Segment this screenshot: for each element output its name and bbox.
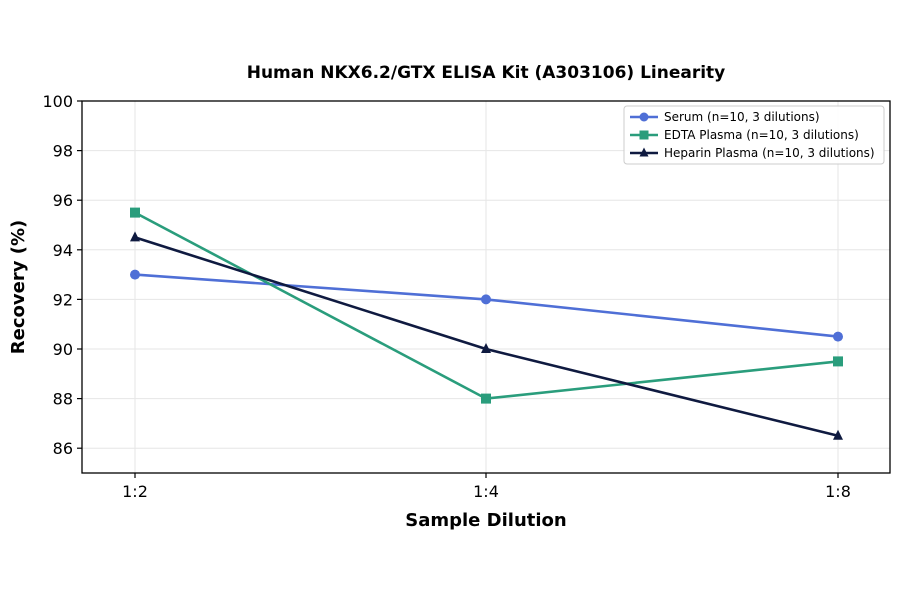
data-point bbox=[481, 343, 491, 353]
legend-label: EDTA Plasma (n=10, 3 dilutions) bbox=[664, 128, 859, 142]
data-point bbox=[481, 393, 491, 404]
data-point bbox=[130, 207, 140, 218]
y-tick-label: 86 bbox=[53, 439, 73, 458]
legend-item: Serum (n=10, 3 dilutions) bbox=[630, 110, 820, 124]
chart-title: Human NKX6.2/GTX ELISA Kit (A303106) Lin… bbox=[247, 63, 726, 83]
data-point bbox=[833, 429, 843, 440]
y-tick-label: 96 bbox=[53, 191, 73, 210]
data-point bbox=[833, 331, 843, 342]
y-tick-label: 94 bbox=[53, 241, 73, 260]
legend-box bbox=[623, 105, 885, 165]
y-tick-label: 88 bbox=[53, 390, 73, 409]
x-tick-label: 1:8 bbox=[825, 482, 851, 501]
legend-marker bbox=[639, 112, 649, 122]
series-2 bbox=[130, 231, 843, 440]
legend-item: Heparin Plasma (n=10, 3 dilutions) bbox=[630, 146, 875, 160]
legend-label: Serum (n=10, 3 dilutions) bbox=[664, 110, 820, 124]
series-0 bbox=[130, 269, 843, 342]
data-point bbox=[130, 231, 140, 242]
y-tick-label: 92 bbox=[53, 290, 73, 309]
data-point bbox=[130, 269, 140, 280]
legend: Serum (n=10, 3 dilutions) EDTA Plasma (n=… bbox=[623, 105, 885, 165]
legend-marker bbox=[639, 147, 649, 157]
x-axis-label: Sample Dilution bbox=[405, 510, 566, 531]
data-point bbox=[481, 294, 491, 305]
x-tick-label: 1:2 bbox=[122, 482, 148, 501]
y-tick-label: 90 bbox=[53, 340, 73, 359]
legend-marker bbox=[639, 130, 649, 140]
legend-label: Heparin Plasma (n=10, 3 dilutions) bbox=[664, 146, 875, 160]
series-layer bbox=[130, 207, 843, 440]
data-point bbox=[833, 356, 843, 367]
y-axis-label: Recovery (%) bbox=[8, 220, 29, 354]
y-tick-label: 100 bbox=[42, 92, 73, 111]
axes: 86 88 90 92 94 96 98 100 1:2 1:4 1:8 bbox=[42, 92, 850, 501]
legend-item: EDTA Plasma (n=10, 3 dilutions) bbox=[630, 128, 859, 142]
y-tick-label: 98 bbox=[53, 142, 73, 161]
x-tick-label: 1:4 bbox=[473, 482, 499, 501]
